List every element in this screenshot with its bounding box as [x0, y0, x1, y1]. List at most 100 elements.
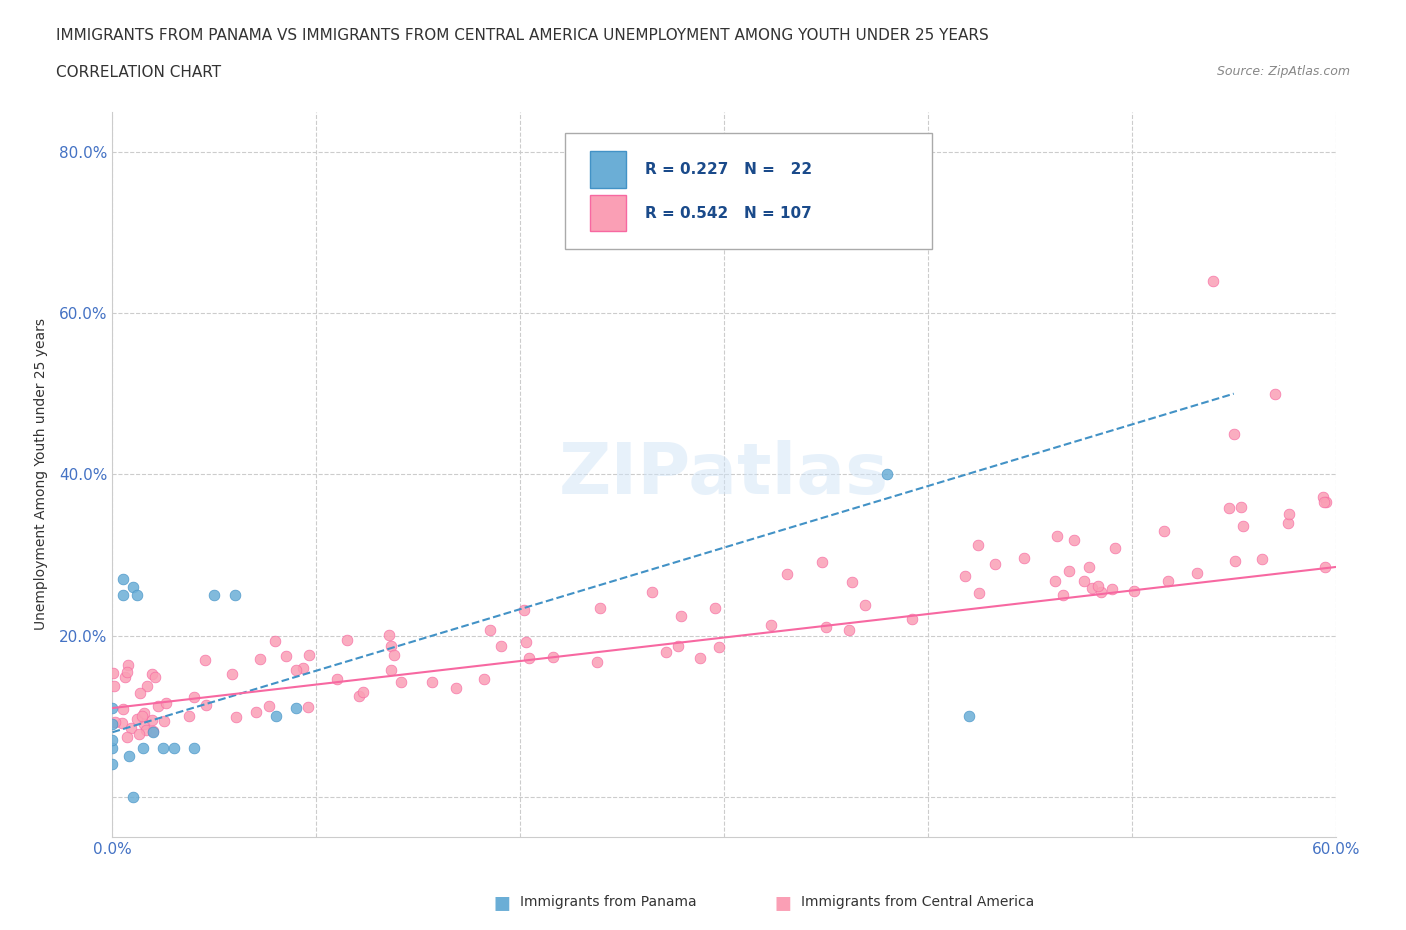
Point — [1052, 588, 1074, 603]
Point — [335, 632, 357, 647]
Point — [225, 710, 247, 724]
Point — [1157, 574, 1180, 589]
Point — [163, 741, 186, 756]
Point — [953, 568, 976, 583]
Point — [153, 714, 176, 729]
Point — [776, 567, 799, 582]
Point — [1063, 533, 1085, 548]
Point — [245, 705, 267, 720]
Point — [114, 670, 136, 684]
Point — [967, 538, 990, 552]
Point — [141, 712, 163, 727]
Point — [284, 662, 307, 677]
Point — [142, 724, 165, 738]
Bar — [589, 195, 626, 232]
Point — [115, 730, 138, 745]
Text: Source: ZipAtlas.com: Source: ZipAtlas.com — [1216, 65, 1350, 78]
Point — [901, 611, 924, 626]
Point — [221, 666, 243, 681]
Point — [1277, 515, 1299, 530]
Point — [586, 655, 609, 670]
Point — [120, 720, 142, 735]
Point — [141, 667, 163, 682]
Point — [1315, 495, 1337, 510]
Point — [101, 717, 124, 732]
Point — [122, 790, 145, 804]
Point — [111, 588, 134, 603]
Point — [347, 688, 370, 703]
Point — [101, 733, 124, 748]
Point — [378, 628, 401, 643]
Point — [515, 635, 537, 650]
Point — [1223, 553, 1246, 568]
Point — [177, 709, 200, 724]
Point — [654, 645, 676, 660]
Point — [155, 696, 177, 711]
Point — [136, 679, 159, 694]
Point — [183, 741, 205, 756]
Point — [446, 681, 468, 696]
Text: IMMIGRANTS FROM PANAMA VS IMMIGRANTS FROM CENTRAL AMERICA UNEMPLOYMENT AMONG YOU: IMMIGRANTS FROM PANAMA VS IMMIGRANTS FRO… — [56, 28, 988, 43]
Point — [517, 651, 540, 666]
Point — [1313, 494, 1336, 509]
Point — [541, 649, 564, 664]
Point — [183, 690, 205, 705]
Text: Immigrants from Panama: Immigrants from Panama — [520, 895, 697, 910]
Text: R = 0.227   N =   22: R = 0.227 N = 22 — [644, 162, 811, 177]
Point — [838, 623, 860, 638]
Point — [1277, 506, 1299, 521]
Point — [101, 666, 124, 681]
Y-axis label: Unemployment Among Youth under 25 years: Unemployment Among Youth under 25 years — [34, 318, 48, 631]
Point — [380, 638, 402, 653]
Point — [101, 700, 124, 715]
Point — [148, 698, 170, 713]
Text: ZIPatlas: ZIPatlas — [560, 440, 889, 509]
Point — [127, 711, 149, 726]
Point — [224, 588, 246, 603]
Point — [703, 600, 725, 615]
Point — [1232, 519, 1254, 534]
Point — [1073, 574, 1095, 589]
Point — [326, 672, 349, 687]
Point — [1185, 565, 1208, 580]
Point — [666, 638, 689, 653]
Point — [152, 741, 174, 756]
Point — [588, 601, 610, 616]
Point — [118, 749, 141, 764]
Point — [104, 714, 127, 729]
Point — [853, 597, 876, 612]
Point — [1012, 551, 1035, 565]
Point — [132, 741, 155, 756]
Point — [380, 663, 402, 678]
Point — [249, 651, 271, 666]
Point — [195, 698, 218, 712]
Point — [957, 709, 980, 724]
Point — [115, 665, 138, 680]
Point — [1223, 427, 1246, 442]
Point — [122, 579, 145, 594]
Point — [967, 586, 990, 601]
Point — [1101, 581, 1123, 596]
Point — [128, 726, 150, 741]
Text: R = 0.542   N = 107: R = 0.542 N = 107 — [644, 206, 811, 220]
Point — [489, 638, 512, 653]
Point — [689, 651, 711, 666]
Point — [513, 603, 536, 618]
Point — [983, 557, 1005, 572]
Point — [1078, 560, 1101, 575]
Point — [259, 698, 281, 713]
Point — [132, 706, 155, 721]
Point — [1202, 273, 1225, 288]
Point — [129, 685, 152, 700]
Point — [1104, 540, 1126, 555]
Point — [814, 619, 837, 634]
Point — [1080, 581, 1102, 596]
Point — [284, 700, 308, 715]
Point — [1218, 500, 1240, 515]
Text: ▪: ▪ — [492, 888, 510, 916]
Point — [111, 715, 134, 730]
Point — [134, 716, 156, 731]
Point — [1312, 489, 1334, 504]
Text: Immigrants from Central America: Immigrants from Central America — [801, 895, 1035, 910]
Point — [131, 709, 153, 724]
